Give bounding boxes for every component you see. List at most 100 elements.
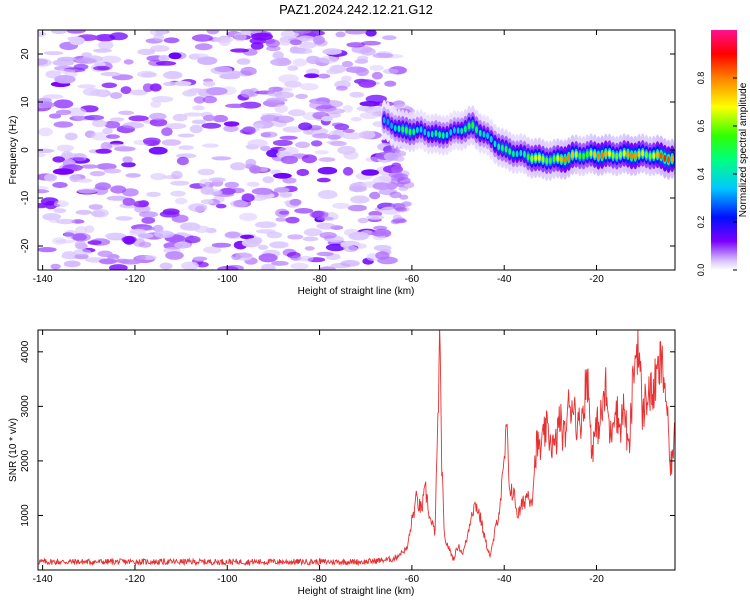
noise-blob [233,32,247,42]
ridge-segment [530,155,534,163]
ridge-segment [423,128,427,136]
ridge-segment [504,145,508,153]
noise-blob [114,146,136,152]
noise-blob [270,58,292,67]
noise-blob [96,163,117,170]
ridge-segment [386,118,390,126]
noise-blob [172,113,188,122]
noise-blob [177,133,195,138]
noise-blob [202,95,217,104]
noise-blob [218,38,231,47]
noise-blob [64,132,78,141]
noise-blob [53,99,74,109]
noise-blob [149,30,168,36]
noise-blob [332,202,350,209]
noise-blob [128,115,149,122]
noise-blob [174,80,192,87]
noise-blob [55,239,76,244]
noise-blob [206,30,220,35]
noise-blob [278,74,299,84]
noise-blob [365,215,385,220]
noise-blob [109,264,128,270]
ridge-segment [526,153,530,161]
ridge-segment [401,125,405,133]
snr-x-label: Height of straight line (km) [298,586,415,597]
ridge-segment [549,157,552,165]
noise-blob [289,46,301,54]
noise-blob [192,256,208,261]
noise-blob [215,203,227,209]
noise-blob [202,80,216,87]
noise-blob [249,165,262,174]
noise-blob [292,58,307,67]
noise-blob [293,30,312,34]
noise-blob [75,209,93,215]
noise-blob [181,261,199,270]
noise-blob [89,170,106,177]
colorbar-tick-label: 0.6 [696,120,706,133]
ridge-segment [615,152,619,160]
colorbar-tick-label: 0.2 [696,216,706,229]
noise-blob [82,87,100,96]
noise-blob [170,180,190,186]
noise-blob [170,190,186,197]
colorbar-tick-label: 0.4 [696,168,706,181]
noise-blob [91,119,107,128]
ridge-segment [537,154,541,162]
noise-blob [236,58,251,65]
noise-blob [240,89,255,98]
ridge-segment [519,149,523,157]
noise-blob [44,173,57,182]
noise-blob [119,259,142,265]
noise-blob [303,73,320,79]
noise-blob [137,48,156,56]
noise-blob [91,210,106,217]
noise-blob [348,231,370,241]
noise-blob [52,156,65,163]
noise-blob [120,86,132,94]
x-tick-label: -60 [405,274,420,285]
noise-blob [92,48,112,53]
noise-blob [303,228,323,237]
noise-blob [260,145,271,152]
noise-blob [212,114,228,123]
ridge-segment [419,126,423,133]
spectrogram-y-ticks: -20 -10 0 10 20 [20,48,675,253]
noise-blob [162,208,180,215]
noise-blob [121,188,139,197]
noise-blob [298,122,313,131]
noise-blob [199,178,210,188]
ridge-segment [412,128,416,136]
noise-blob [110,185,127,194]
noise-blob [191,119,206,125]
spectrogram-noise [38,30,416,270]
noise-blob [75,178,93,183]
noise-blob [356,105,373,112]
noise-blob [335,85,348,91]
ridge-segment [563,156,567,164]
noise-blob [340,260,360,267]
noise-blob [168,52,182,60]
ridge-segment [622,150,626,157]
ridge-segment [556,154,560,162]
x-tick-label: -80 [312,274,327,285]
spectrogram-x-label: Height of straight line (km) [298,286,415,297]
noise-blob [342,166,354,176]
ridge-segment [597,152,600,160]
spectrogram-ridge [380,99,675,181]
noise-blob [372,52,394,59]
noise-blob [179,222,201,231]
noise-blob [365,30,377,37]
noise-blob [150,45,170,52]
noise-blob [53,121,74,128]
ridge-segment [633,152,637,160]
noise-blob [149,118,168,127]
ridge-segment [508,148,512,155]
noise-blob [359,101,380,107]
noise-blob [43,51,64,56]
noise-blob [240,66,257,76]
x-tick-label: -80 [312,574,327,585]
noise-blob [189,124,203,134]
noise-blob [231,253,242,260]
ridge-segment [659,152,663,160]
